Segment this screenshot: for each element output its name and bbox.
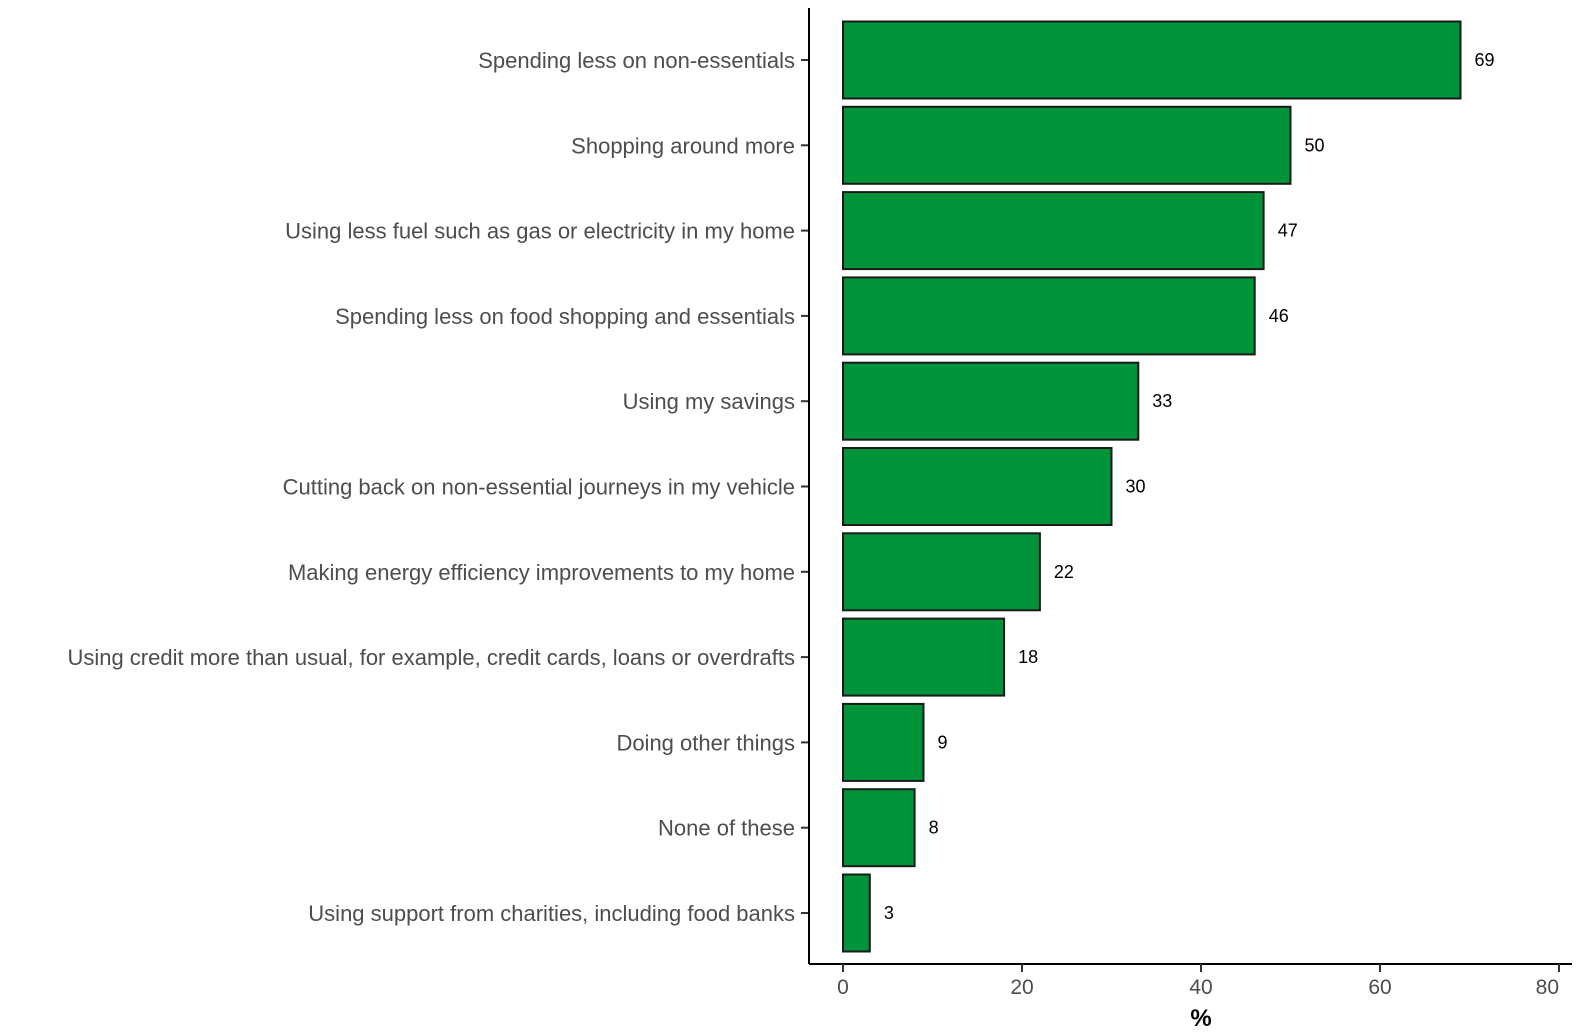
x-tick-label: 60 bbox=[1368, 976, 1391, 999]
category-label: Spending less on food shopping and essen… bbox=[335, 304, 795, 329]
category-label: Using my savings bbox=[623, 389, 795, 414]
bar bbox=[842, 361, 1140, 441]
bar-value-label: 50 bbox=[1305, 135, 1325, 155]
bar bbox=[842, 617, 1006, 697]
bar-value-label: 47 bbox=[1278, 221, 1298, 241]
category-label: None of these bbox=[658, 816, 795, 841]
bar-value-label: 3 bbox=[884, 903, 894, 923]
bar bbox=[842, 788, 916, 868]
x-tick-label: 80 bbox=[1536, 976, 1559, 999]
x-axis-title: % bbox=[1190, 1005, 1211, 1032]
bar-value-label: 8 bbox=[929, 818, 939, 838]
bar-value-label: 9 bbox=[938, 732, 948, 752]
bar bbox=[842, 276, 1256, 356]
bar bbox=[842, 191, 1265, 271]
x-axis-ticks-group: 0 20 40 60 80 bbox=[837, 964, 1560, 999]
x-tick-label: 40 bbox=[1189, 976, 1212, 999]
bar-value-label: 30 bbox=[1126, 477, 1146, 497]
bar bbox=[842, 702, 925, 782]
bars-group bbox=[842, 20, 1462, 953]
category-labels-group: Spending less on non-essentials Shopping … bbox=[67, 48, 795, 926]
category-label: Making energy efficiency improvements to… bbox=[288, 560, 795, 585]
x-tick-label: 0 bbox=[837, 976, 849, 999]
bar-value-label: 18 bbox=[1018, 647, 1038, 667]
bar bbox=[842, 105, 1292, 185]
category-label: Using credit more than usual, for exampl… bbox=[67, 645, 795, 670]
bar bbox=[842, 20, 1462, 100]
category-label: Cutting back on non-essential journeys i… bbox=[283, 475, 795, 500]
category-label: Using support from charities, including … bbox=[308, 901, 795, 926]
bar-value-label: 22 bbox=[1054, 562, 1074, 582]
bar-value-label: 69 bbox=[1475, 50, 1495, 70]
value-labels-group: 69 50 47 46 33 30 22 18 9 8 3 bbox=[884, 50, 1495, 923]
category-label: Shopping around more bbox=[571, 133, 795, 158]
category-label: Spending less on non-essentials bbox=[478, 48, 795, 73]
bar bbox=[842, 873, 871, 953]
category-label: Using less fuel such as gas or electrici… bbox=[285, 219, 795, 244]
category-label: Doing other things bbox=[616, 730, 795, 755]
x-tick-label: 20 bbox=[1010, 976, 1033, 999]
bar-value-label: 33 bbox=[1152, 391, 1172, 411]
y-axis-ticks-group bbox=[801, 59, 809, 914]
bar-value-label: 46 bbox=[1269, 306, 1289, 326]
bar bbox=[842, 532, 1041, 612]
bar bbox=[842, 447, 1113, 526]
